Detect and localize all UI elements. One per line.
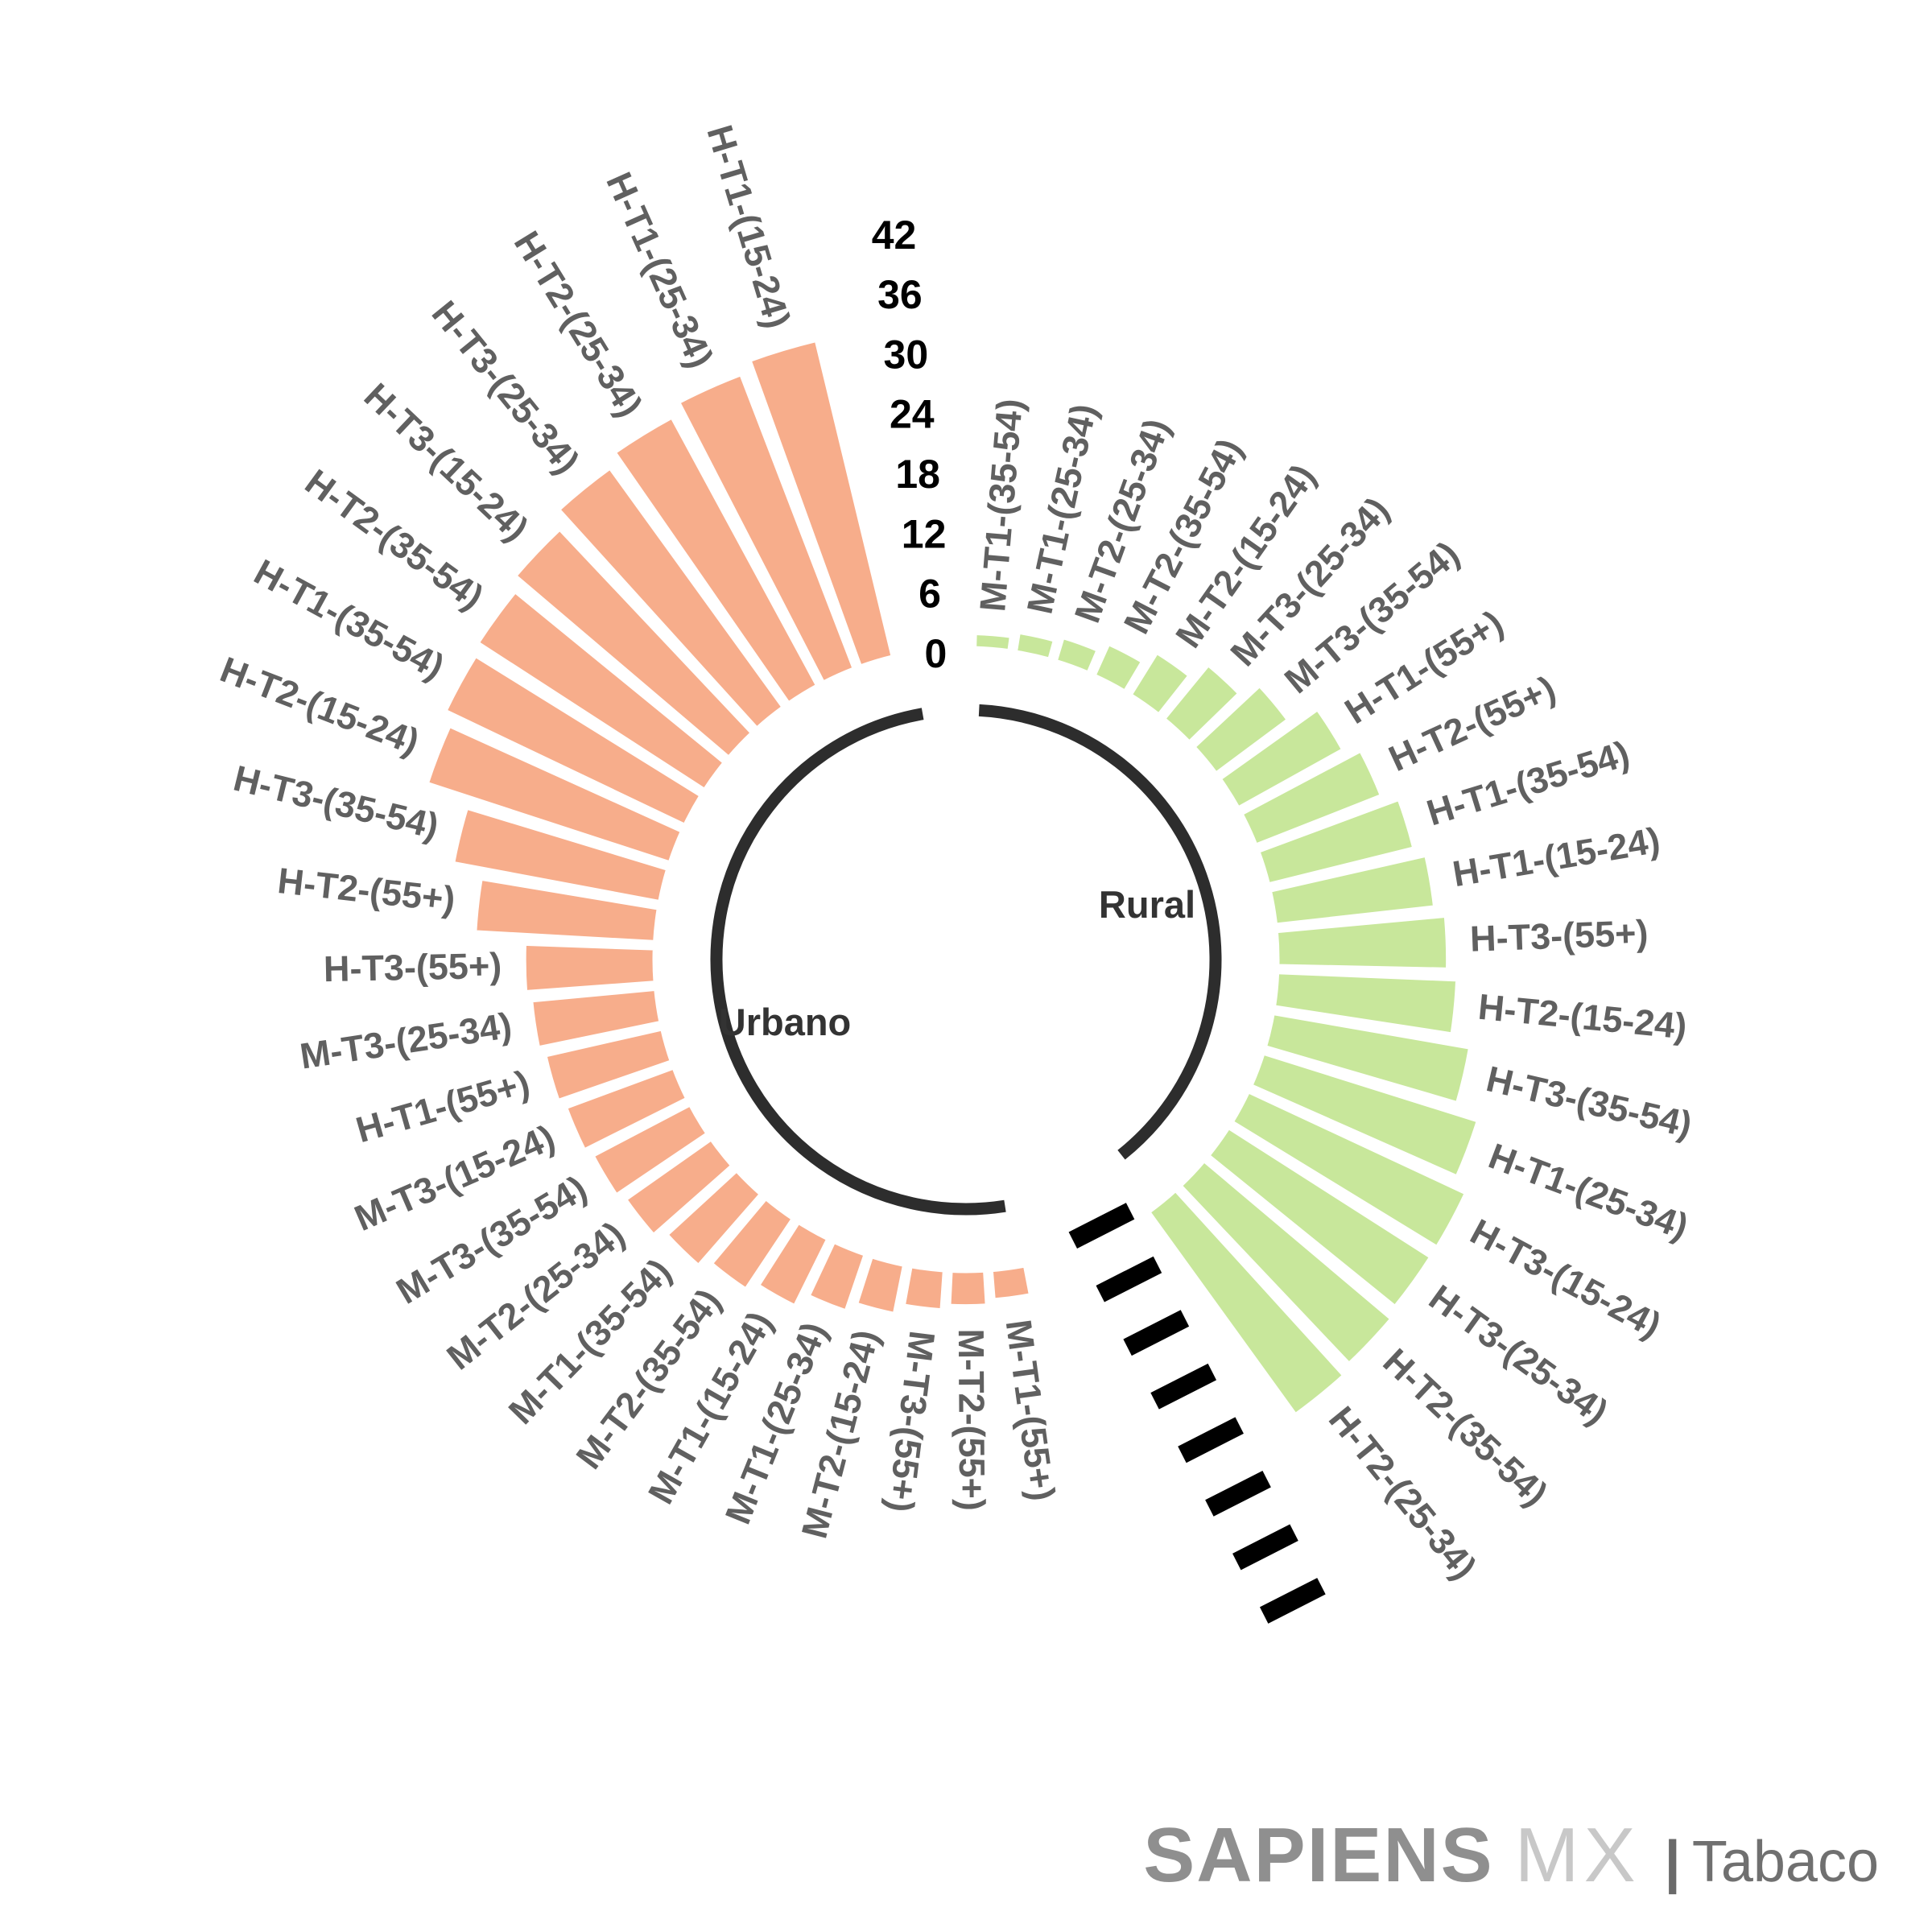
bar-urbano	[529, 986, 663, 1051]
bar-rural	[1091, 641, 1146, 695]
category-label: H-T2-(55+)	[275, 860, 457, 920]
category-label: M-T2-(55+)	[951, 1328, 993, 1511]
bar-rural	[972, 630, 1014, 654]
bar-urbano	[589, 1101, 711, 1199]
category-label: H-T2-(15-24)	[1476, 986, 1689, 1047]
bar-rural	[1271, 970, 1460, 1037]
axis-tick-label: 42	[872, 213, 917, 258]
bar-rural	[1238, 747, 1385, 848]
category-label: M-T3-(25-34)	[297, 1005, 514, 1077]
category-label: M-T1-(55+)	[998, 1317, 1063, 1503]
category-label: H-T3-(55+)	[1469, 912, 1649, 960]
bar-urbano	[450, 805, 671, 905]
category-label: H-T3-(35-54)	[229, 758, 443, 847]
bar-rural	[1255, 796, 1417, 887]
bar-rural	[1248, 1050, 1481, 1180]
bar-urbano	[663, 1167, 764, 1269]
bar-urbano	[989, 1263, 1034, 1302]
brand-name: SAPIENS	[1143, 1812, 1494, 1898]
bar-urbano	[708, 1195, 796, 1293]
axis-dash	[1150, 1363, 1217, 1410]
bar-rural	[1146, 1187, 1348, 1418]
axis-tick-label: 6	[919, 572, 941, 617]
category-label: H-T3-(55+)	[323, 945, 502, 989]
bar-rural	[1127, 649, 1193, 718]
bar-rural	[1053, 634, 1101, 676]
category-label: H-T1-(15-24)	[699, 121, 799, 333]
bar-urbano	[746, 337, 896, 670]
urbano-inner-ring	[710, 708, 1006, 1216]
brand-product: Tabaco	[1691, 1830, 1879, 1894]
sector-label-rural: Rural	[1099, 883, 1195, 926]
axis-dash	[1259, 1578, 1326, 1624]
bar-urbano	[424, 723, 685, 866]
rural-inner-ring	[978, 704, 1222, 1160]
category-label: M-T1-(35-54)	[972, 397, 1030, 613]
bar-urbano	[473, 876, 662, 945]
brand-separator: |	[1664, 1830, 1681, 1894]
branding: SAPIENS MX | Tabaco	[1143, 1811, 1879, 1900]
bar-urbano	[901, 1263, 947, 1313]
sector-label-urbano: Urbano	[719, 1001, 852, 1043]
axis-dash	[1123, 1310, 1190, 1356]
category-label: H-T1-(25-34)	[598, 166, 721, 374]
bar-rural	[1191, 682, 1291, 777]
category-label: M-T3-(55+)	[880, 1329, 943, 1515]
axis-dash	[1178, 1417, 1244, 1463]
bar-urbano	[442, 652, 704, 828]
axis-tick-label: 12	[902, 511, 947, 556]
bar-rural	[1274, 913, 1451, 972]
bar-rural	[1228, 1088, 1469, 1251]
axis-dash	[1096, 1256, 1162, 1302]
bar-rural	[1267, 852, 1438, 927]
bar-urbano	[805, 1239, 869, 1315]
axis-dash	[1068, 1203, 1135, 1249]
axis-tick-label: 0	[925, 631, 947, 676]
bar-urbano	[755, 1219, 832, 1310]
bar-urbano	[622, 1136, 736, 1239]
bar-urbano	[675, 371, 857, 686]
axis-tick-label: 18	[895, 452, 940, 497]
bar-rural	[1216, 706, 1347, 811]
bar-rural	[1205, 1124, 1435, 1311]
category-label: H-T1-(15-24)	[1450, 819, 1663, 895]
bar-rural	[1262, 1010, 1473, 1106]
bar-urbano	[555, 464, 786, 732]
brand-region: MX	[1514, 1812, 1641, 1898]
bar-rural	[1161, 662, 1243, 745]
axis-dash	[1205, 1470, 1271, 1517]
bar-urbano	[474, 588, 728, 793]
axis-tick-label: 24	[890, 392, 935, 437]
bar-urbano	[611, 414, 821, 707]
bar-urbano	[947, 1268, 989, 1309]
category-label: H-T3-(35-54)	[1483, 1058, 1696, 1146]
bar-rural	[1013, 630, 1058, 663]
bar-urbano	[542, 1026, 675, 1104]
axis-tick-label: 30	[884, 332, 929, 377]
bar-urbano	[522, 941, 658, 995]
bar-rural	[1177, 1158, 1395, 1368]
bar-urbano	[512, 526, 755, 761]
axis-dash	[1232, 1524, 1298, 1571]
bar-urbano	[853, 1253, 907, 1317]
bar-urbano	[563, 1064, 691, 1154]
axis-tick-label: 36	[877, 272, 923, 317]
